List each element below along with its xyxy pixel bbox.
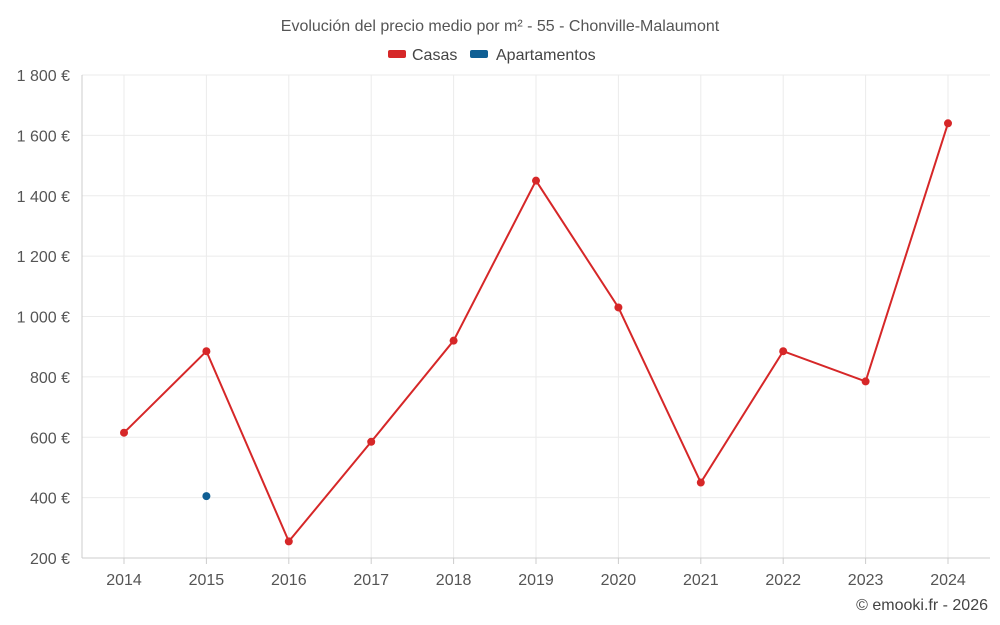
data-point-casas[interactable] (284, 537, 293, 546)
x-tick-label: 2023 (848, 572, 884, 589)
credit-text: © emooki.fr - 2026 (856, 597, 988, 614)
y-tick-label: 1 400 € (17, 189, 70, 206)
data-point-casas[interactable] (944, 119, 952, 128)
legend-swatch-apartamentos (470, 50, 488, 58)
gridlines (82, 74, 990, 558)
data-point-apartamentos[interactable] (202, 492, 211, 501)
data-point-casas[interactable] (779, 347, 788, 356)
data-point-casas[interactable] (449, 336, 458, 345)
series (120, 119, 952, 546)
legend-label-apartamentos: Apartamentos (496, 47, 596, 64)
y-tick-label: 800 € (30, 370, 70, 387)
x-tick-label: 2017 (353, 572, 389, 589)
legend: Casas Apartamentos (388, 47, 596, 64)
legend-swatch-casas (388, 50, 406, 58)
data-point-casas[interactable] (861, 377, 870, 386)
x-tick-label: 2015 (189, 572, 225, 589)
y-axis-ticks: 200 € 400 € 600 € 800 € 1 000 € 1 200 € 1 400 … (17, 68, 70, 568)
legend-label-casas: Casas (412, 47, 457, 64)
data-point-casas[interactable] (120, 428, 128, 437)
data-point-casas[interactable] (614, 303, 623, 312)
x-tick-label: 2019 (518, 572, 554, 589)
y-tick-label: 1 200 € (17, 249, 70, 266)
x-tick-label: 2018 (436, 572, 472, 589)
x-tick-label: 2021 (683, 572, 719, 589)
data-point-casas[interactable] (202, 347, 211, 356)
x-tick-label: 2020 (601, 572, 637, 589)
y-tick-label: 1 000 € (17, 310, 70, 327)
data-point-casas[interactable] (696, 478, 705, 487)
data-point-casas[interactable] (532, 176, 540, 185)
y-tick-label: 400 € (30, 491, 70, 508)
y-tick-label: 1 600 € (17, 128, 70, 145)
series-apartamentos (202, 492, 211, 501)
x-tick-label: 2022 (765, 572, 801, 589)
y-tick-label: 1 800 € (17, 68, 70, 85)
x-tick-label: 2016 (271, 572, 307, 589)
chart-title: Evolución del precio medio por m² - 55 -… (281, 18, 720, 35)
x-axis-ticks: 2014 2015 2016 2017 2018 2019 2020 2021 2022 2023… (106, 558, 966, 589)
series-casas (120, 119, 952, 546)
data-point-casas[interactable] (367, 437, 376, 446)
y-tick-label: 200 € (30, 551, 70, 568)
legend-item-apartamentos[interactable]: Apartamentos (470, 47, 596, 64)
y-tick-label: 600 € (30, 430, 70, 447)
x-tick-label: 2014 (106, 572, 142, 589)
legend-item-casas[interactable]: Casas (388, 47, 457, 64)
x-tick-label: 2024 (930, 572, 966, 589)
